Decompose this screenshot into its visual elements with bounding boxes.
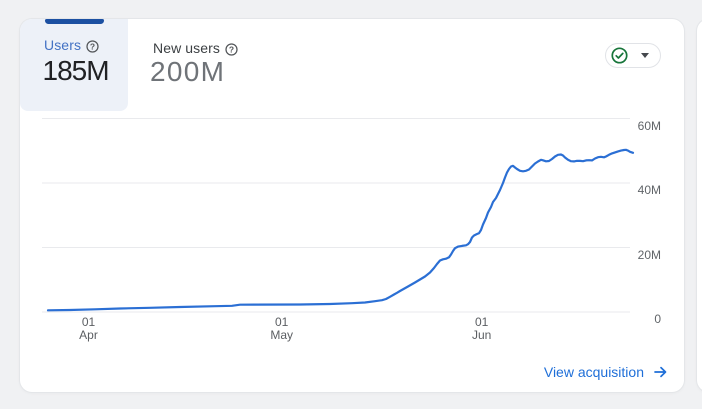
svg-text:?: ? (228, 44, 233, 54)
svg-text:?: ? (89, 42, 94, 52)
